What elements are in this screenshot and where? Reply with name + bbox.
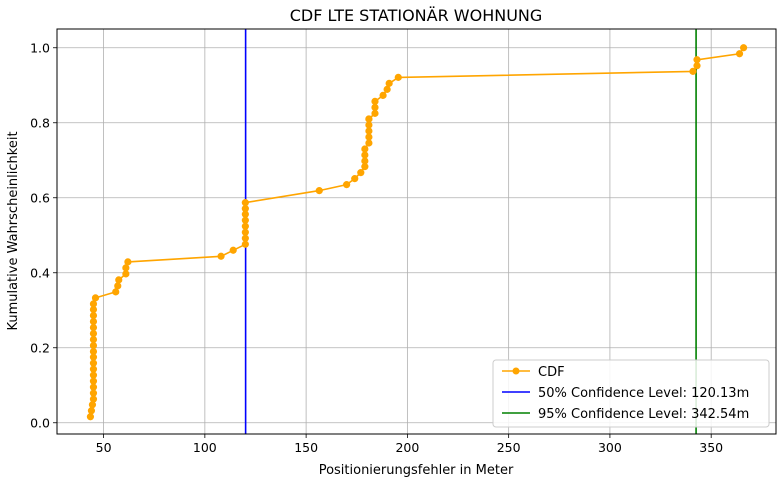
y-tick-label: 0.2 bbox=[30, 340, 50, 355]
cdf-point bbox=[735, 50, 744, 58]
cdf-point bbox=[343, 181, 351, 189]
cdf-point bbox=[89, 395, 98, 403]
cdf-series bbox=[86, 44, 748, 421]
cdf-point bbox=[114, 282, 122, 290]
cdf-point bbox=[379, 91, 387, 99]
cdf-point bbox=[89, 305, 98, 314]
cdf-point bbox=[89, 365, 98, 373]
cdf-point bbox=[86, 413, 95, 421]
cdf-point bbox=[89, 329, 98, 338]
cdf-point bbox=[89, 359, 98, 367]
x-tick-label: 50 bbox=[96, 440, 112, 455]
cdf-point bbox=[91, 294, 100, 302]
legend-box bbox=[492, 359, 770, 428]
cdf-point bbox=[89, 371, 98, 379]
cdf-point bbox=[693, 62, 701, 70]
cdf-point bbox=[122, 270, 130, 278]
cdf-point bbox=[371, 109, 379, 117]
cdf-point bbox=[241, 228, 249, 236]
y-tick-label: 1.0 bbox=[30, 40, 50, 55]
legend-95-label: 95% Confidence Level: 342.54m bbox=[538, 407, 749, 422]
x-tick-label: 100 bbox=[193, 440, 217, 455]
cdf-point bbox=[89, 323, 98, 332]
cdf-point bbox=[315, 187, 323, 195]
y-tick-label: 0.4 bbox=[30, 265, 50, 280]
y-axis-label: Kumulative Wahrscheinlichkeit bbox=[6, 131, 21, 330]
cdf-point bbox=[122, 264, 130, 272]
y-tick-label: 0.0 bbox=[30, 415, 50, 430]
cdf-point bbox=[112, 288, 120, 296]
cdf-point bbox=[365, 139, 373, 147]
legend-cdf-label: CDF bbox=[538, 365, 565, 380]
cdf-point bbox=[361, 157, 369, 165]
x-axis-ticks: 50 100 150 200 250 300 350 bbox=[96, 434, 723, 455]
cdf-point bbox=[89, 300, 98, 308]
cdf-point bbox=[371, 97, 379, 105]
cdf-point bbox=[361, 151, 369, 159]
cdf-point bbox=[89, 311, 98, 320]
x-tick-label: 250 bbox=[497, 440, 521, 455]
legend: CDF 50% Confidence Level: 120.13m 95% Co… bbox=[492, 359, 770, 428]
cdf-point bbox=[689, 67, 697, 75]
cdf-point bbox=[241, 210, 249, 218]
legend-50-label: 50% Confidence Level: 120.13m bbox=[538, 386, 749, 401]
cdf-point bbox=[89, 377, 98, 385]
x-tick-label: 150 bbox=[294, 440, 318, 455]
x-axis-label: Positionierungsfehler in Meter bbox=[319, 463, 514, 478]
cdf-point bbox=[89, 335, 98, 344]
cdf-point bbox=[89, 341, 98, 350]
cdf-point bbox=[217, 252, 225, 260]
cdf-point bbox=[89, 383, 98, 391]
cdf-point bbox=[89, 347, 98, 356]
y-tick-label: 0.8 bbox=[30, 115, 50, 130]
cdf-point bbox=[365, 133, 373, 141]
y-axis-ticks: 0.0 0.2 0.4 0.6 0.8 1.0 bbox=[30, 40, 57, 430]
y-tick-label: 0.6 bbox=[30, 190, 50, 205]
cdf-point bbox=[115, 276, 123, 284]
cdf-point bbox=[365, 127, 373, 135]
plot-frame bbox=[56, 28, 777, 435]
cdf-point bbox=[739, 44, 748, 52]
grid-lines bbox=[57, 29, 776, 434]
x-tick-label: 350 bbox=[699, 440, 723, 455]
cdf-point bbox=[89, 353, 98, 361]
cdf-point bbox=[87, 407, 96, 415]
cdf-point bbox=[693, 56, 701, 64]
cdf-point bbox=[241, 222, 249, 230]
cdf-point bbox=[351, 175, 359, 183]
cdf-point bbox=[124, 258, 132, 266]
x-tick-label: 300 bbox=[598, 440, 622, 455]
cdf-point bbox=[89, 317, 98, 326]
cdf-point bbox=[241, 205, 249, 213]
cdf-point bbox=[365, 115, 373, 123]
cdf-point bbox=[357, 169, 365, 177]
chart-title: CDF LTE STATIONÄR WOHNUNG bbox=[290, 6, 543, 25]
cdf-point bbox=[385, 79, 393, 87]
cdf-point bbox=[241, 234, 249, 242]
cdf-point bbox=[365, 121, 373, 129]
cdf-point bbox=[394, 73, 402, 81]
cdf-point bbox=[241, 199, 249, 207]
cdf-point bbox=[241, 216, 249, 224]
cdf-point bbox=[371, 103, 379, 111]
cdf-point bbox=[361, 145, 369, 153]
cdf-point bbox=[88, 401, 97, 409]
cdf-point bbox=[241, 240, 249, 248]
cdf-point bbox=[361, 163, 369, 171]
cdf-point bbox=[383, 85, 391, 93]
cdf-point bbox=[229, 246, 237, 254]
cdf-point bbox=[89, 389, 98, 397]
x-tick-label: 200 bbox=[395, 440, 419, 455]
legend-cdf-marker bbox=[512, 367, 520, 375]
